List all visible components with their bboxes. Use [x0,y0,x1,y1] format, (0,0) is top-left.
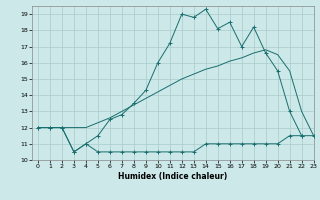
X-axis label: Humidex (Indice chaleur): Humidex (Indice chaleur) [118,172,228,181]
